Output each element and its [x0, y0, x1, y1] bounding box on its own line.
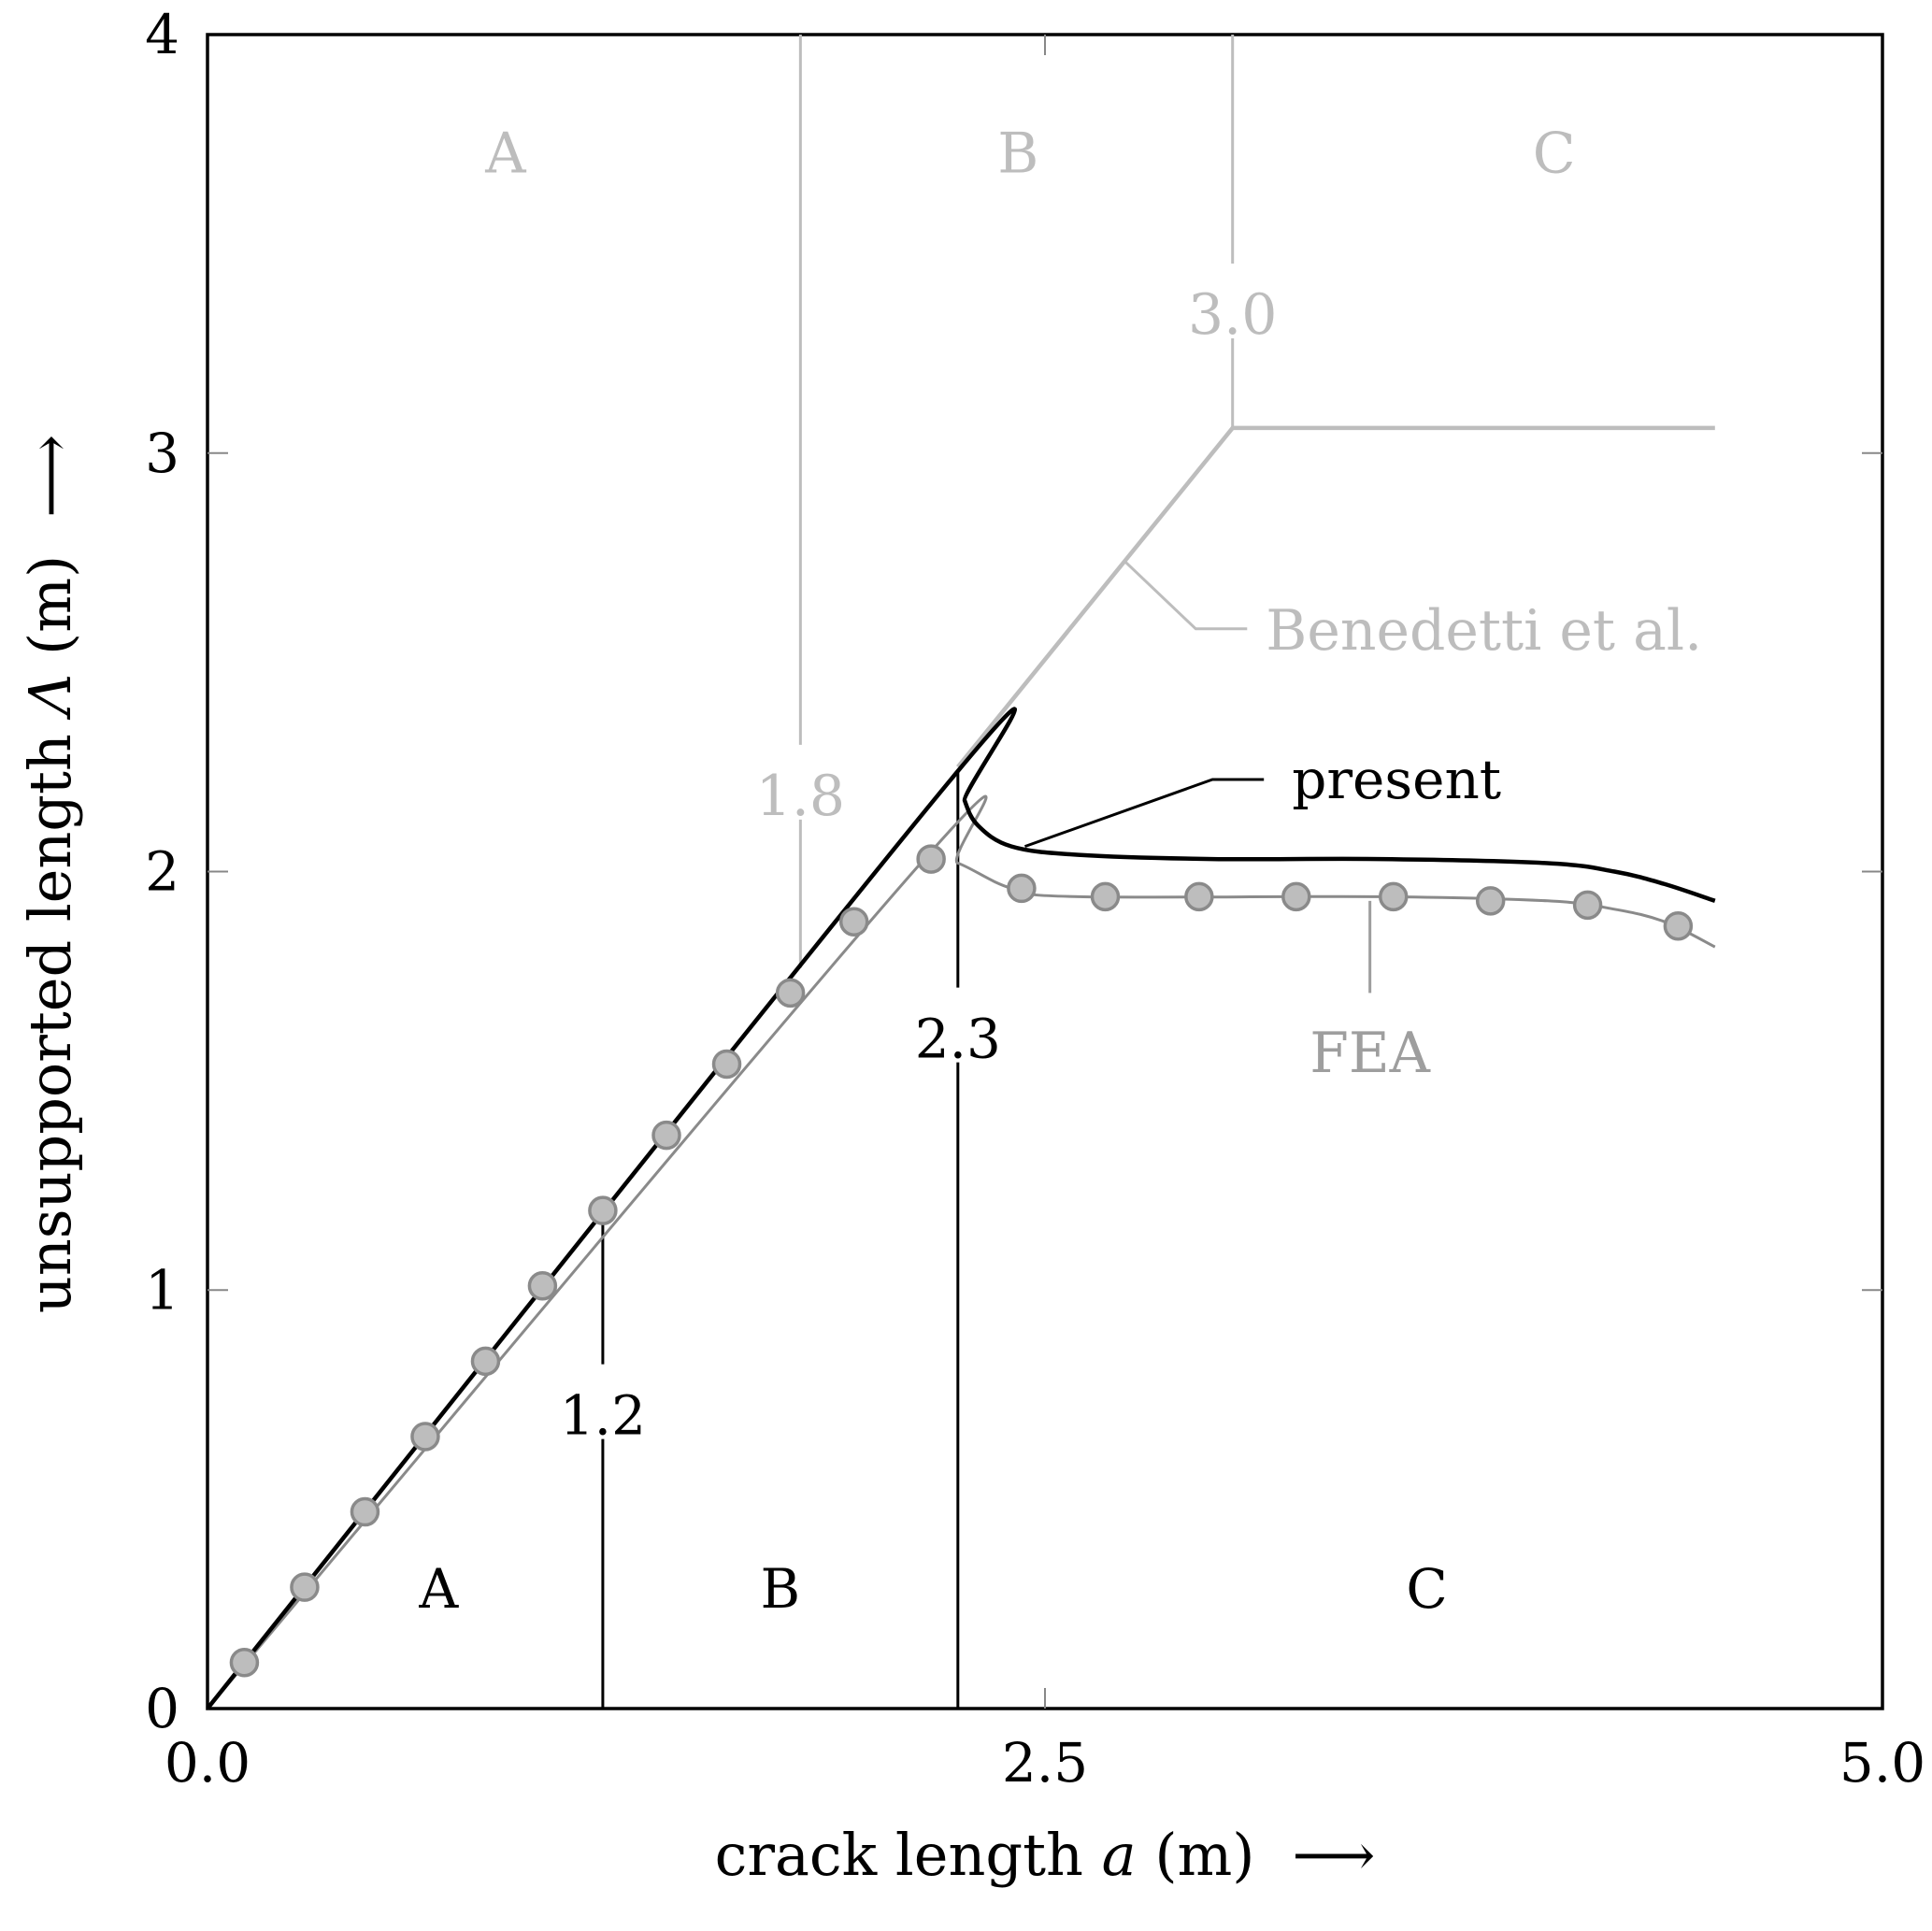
annotation-leader-benedetti	[1123, 561, 1248, 631]
region-label-present: A	[418, 1557, 459, 1621]
region-label-benedetti: C	[1533, 121, 1576, 186]
fea-marker	[588, 1195, 618, 1225]
fea-marker	[1475, 886, 1506, 916]
series-present-line	[206, 707, 1716, 1710]
x-axis-title-variable: a	[1102, 1821, 1137, 1889]
boundary-label-benedetti: 3.0	[1188, 282, 1277, 348]
y-tick-label: 0	[145, 1677, 179, 1740]
region-label-present: B	[761, 1557, 801, 1621]
y-axis-title-unit: (m)	[16, 555, 84, 674]
fea-marker	[527, 1271, 558, 1301]
y-axis-title-prefix: unsupported length	[16, 715, 84, 1313]
annotation-label-benedetti: Benedetti et al.	[1266, 598, 1702, 664]
annotation-label-present: present	[1292, 748, 1501, 811]
fea-marker	[651, 1120, 681, 1151]
y-axis-title-variable: Λ	[16, 674, 84, 721]
fea-marker	[1572, 890, 1603, 921]
x-axis-title-prefix: crack length	[715, 1821, 1102, 1889]
region-label-present: C	[1406, 1557, 1447, 1621]
x-axis-title-unit: (m)	[1137, 1821, 1255, 1889]
x-tick-label: 5.0	[1839, 1731, 1925, 1795]
region-boundaries	[601, 35, 1235, 1709]
y-tick-label: 3	[145, 422, 179, 485]
fea-marker	[290, 1572, 320, 1602]
y-tick-label: 2	[145, 840, 179, 904]
fea-marker	[410, 1422, 440, 1452]
fea-marker	[229, 1647, 260, 1678]
series-benedetti-line	[956, 425, 1715, 769]
region-label-benedetti: B	[997, 121, 1038, 186]
fea-marker	[1663, 910, 1694, 941]
fea-marker	[838, 907, 869, 937]
fea-markers	[229, 844, 1694, 1678]
x-tick-label: 0.0	[165, 1731, 250, 1795]
y-tick-label: 4	[145, 3, 179, 66]
fea-marker	[1007, 873, 1037, 904]
y-axis-title-arrow: ⟶	[16, 435, 84, 518]
y-tick-label: 1	[145, 1258, 179, 1322]
boundary-label-present: 2.3	[915, 1008, 1001, 1071]
boundary-label-present: 1.2	[560, 1384, 646, 1448]
fea-marker	[1281, 881, 1311, 912]
fea-marker	[1184, 881, 1214, 912]
x-axis-title: crack length a (m) ⟶	[715, 1821, 1376, 1889]
fea-marker	[916, 844, 946, 874]
fea-marker	[775, 978, 806, 1008]
boundary-label-benedetti: 1.8	[756, 764, 845, 829]
x-tick-label: 2.5	[1002, 1731, 1088, 1795]
fea-marker	[1090, 881, 1121, 912]
fea-marker	[1378, 881, 1409, 912]
fea-marker	[350, 1496, 380, 1527]
fea-marker	[711, 1049, 742, 1080]
region-label-benedetti: A	[484, 121, 526, 186]
x-axis-title-arrow: ⟶	[1293, 1821, 1376, 1889]
annotation-label-fea: FEA	[1309, 1021, 1430, 1086]
annotation-leader-present	[1023, 778, 1265, 849]
plot-frame	[206, 33, 1884, 1710]
tick-marks	[208, 35, 1882, 1709]
y-axis-title: unsupported length Λ (m) ⟶	[16, 435, 84, 1313]
fea-marker	[470, 1346, 501, 1377]
